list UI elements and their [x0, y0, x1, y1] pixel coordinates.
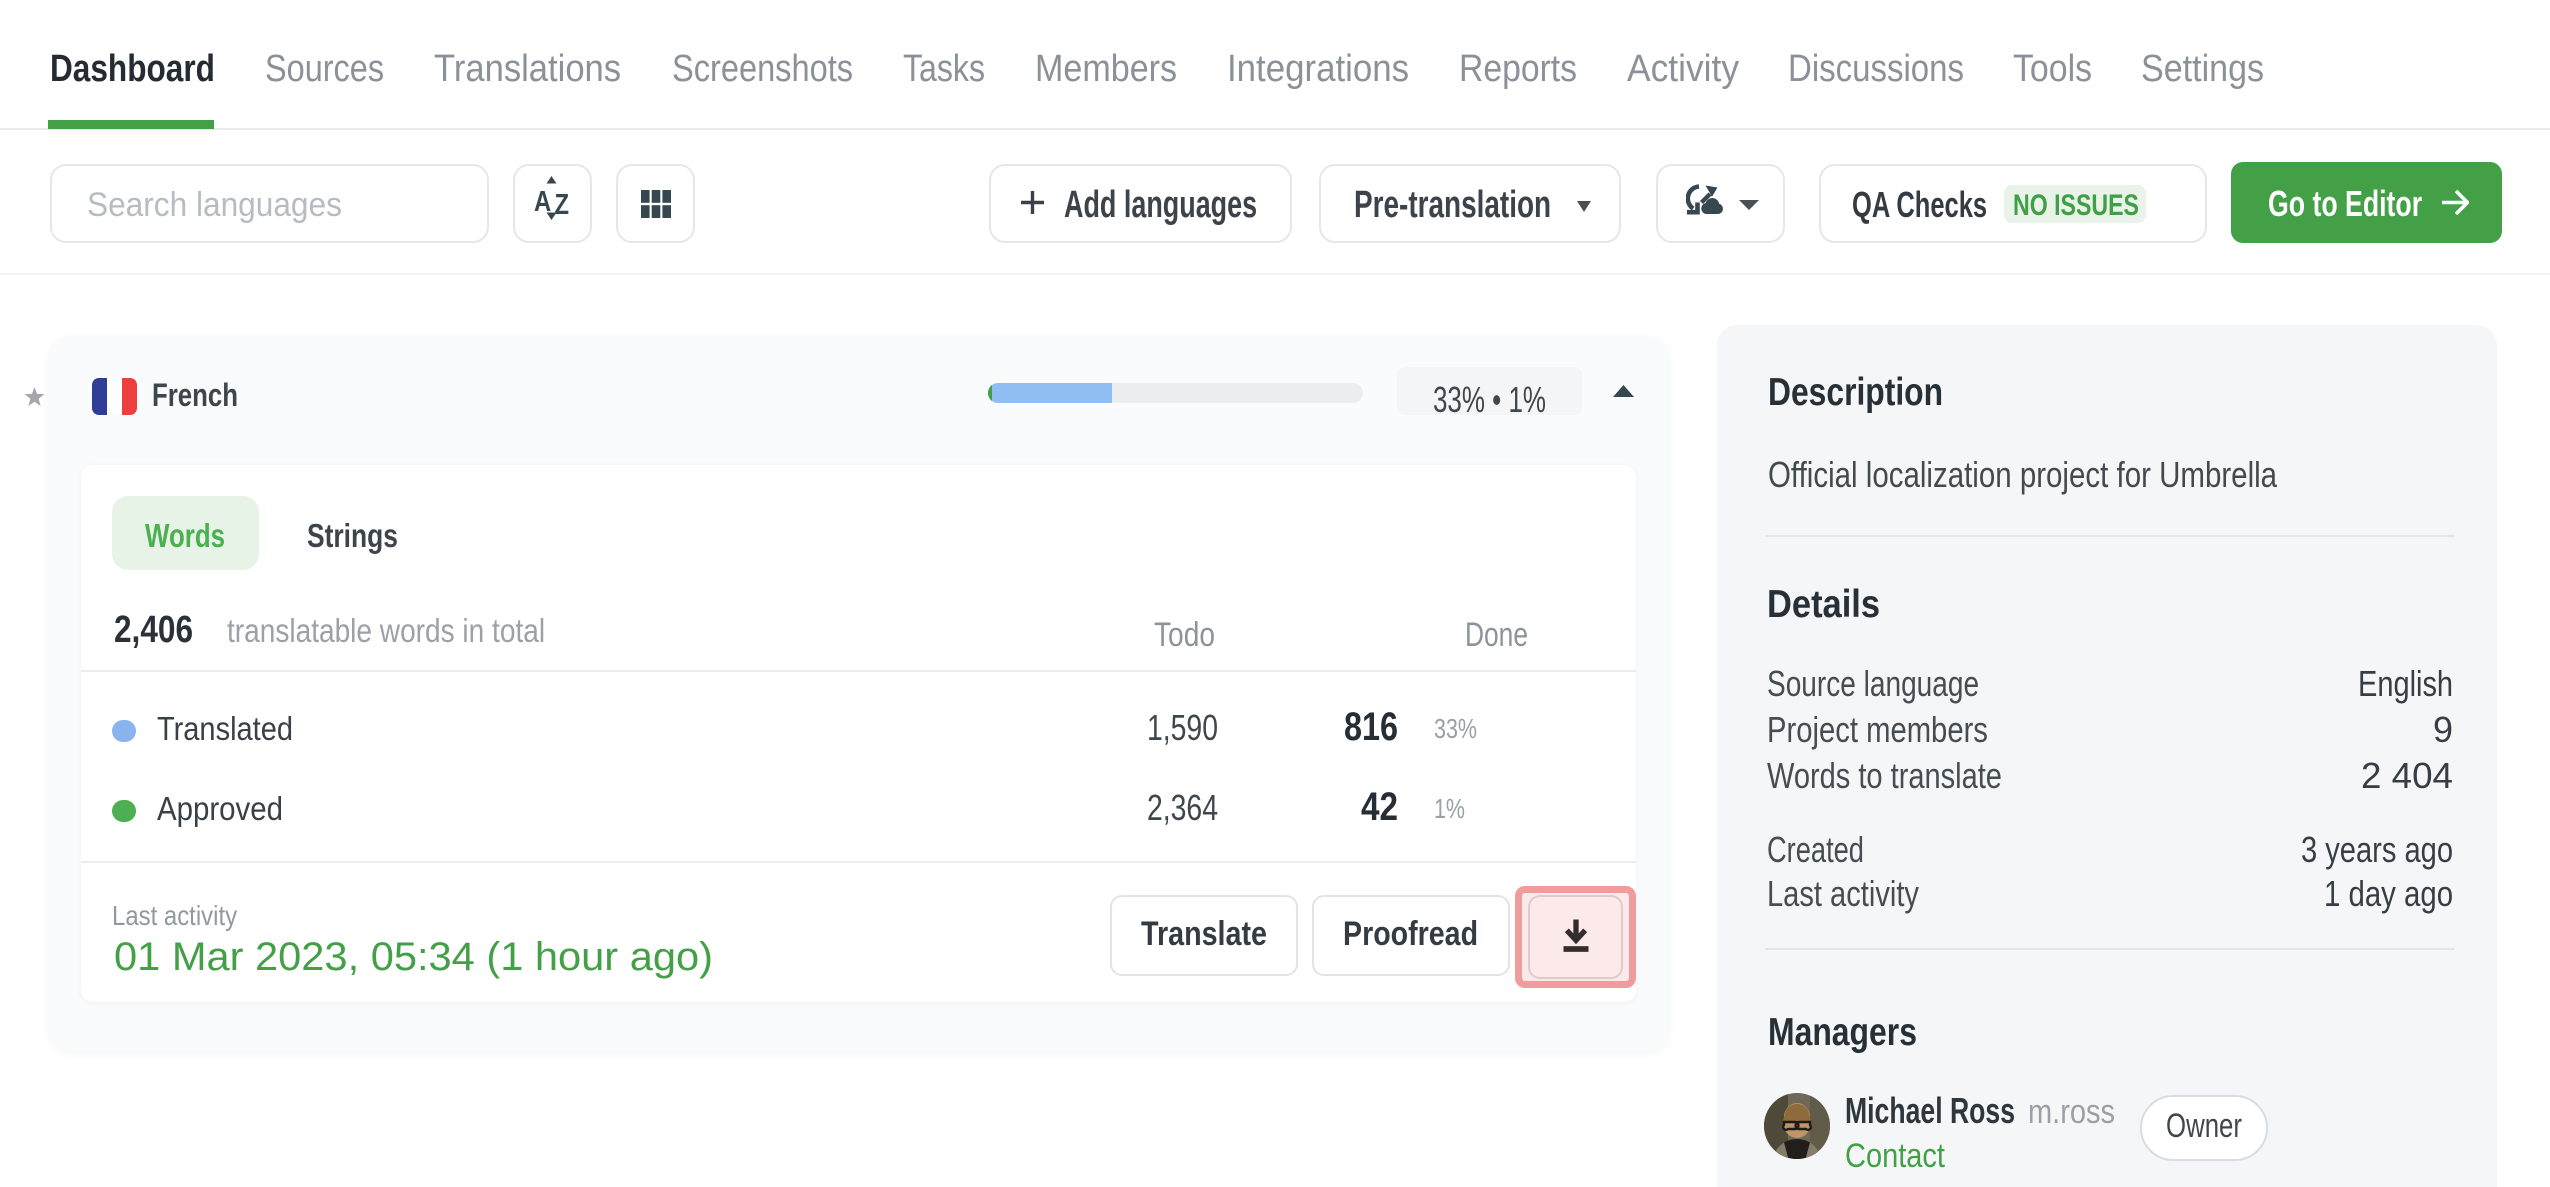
- svg-text:Z: Z: [555, 188, 570, 220]
- svg-text:A: A: [534, 185, 551, 218]
